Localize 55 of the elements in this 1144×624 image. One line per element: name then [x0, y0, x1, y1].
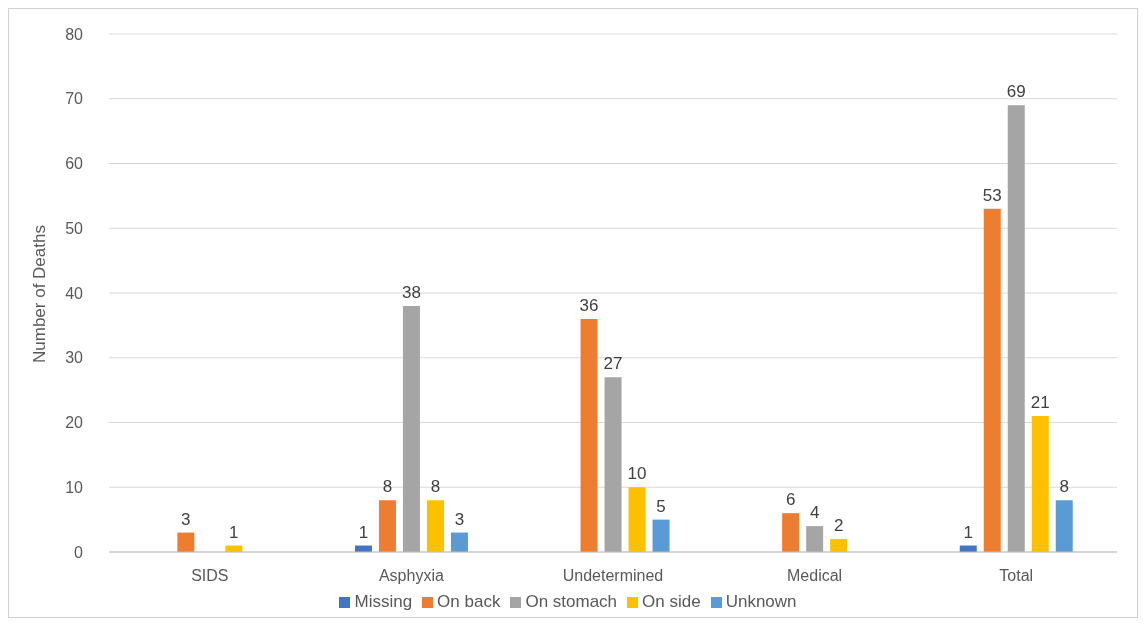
legend-label: On side	[642, 592, 701, 611]
x-tick-label: SIDS	[191, 567, 229, 585]
x-tick-label: Medical	[787, 567, 843, 585]
y-tick-label: 50	[65, 219, 84, 237]
data-label: 1	[229, 522, 239, 542]
data-label: 3	[454, 509, 465, 529]
y-tick-label: 40	[65, 284, 84, 302]
data-label: 5	[656, 496, 666, 516]
bar	[580, 318, 598, 552]
bar	[782, 513, 800, 552]
data-label: 1	[358, 522, 369, 542]
data-label: 69	[1006, 82, 1026, 102]
legend-label: Unknown	[725, 592, 797, 611]
y-axis-title: Number of Deaths	[30, 225, 50, 363]
data-label: 21	[1030, 393, 1050, 413]
bar	[1031, 416, 1049, 552]
y-tick-label: 30	[65, 349, 84, 367]
bar	[983, 208, 1001, 552]
bar	[806, 526, 824, 552]
y-tick-label: 80	[65, 25, 84, 43]
x-tick-label: Total	[999, 567, 1034, 585]
data-label: 8	[430, 477, 441, 497]
legend-label: Missing	[354, 592, 413, 611]
legend-label: On stomach	[525, 592, 618, 611]
bar	[830, 539, 848, 552]
data-label: 8	[382, 477, 393, 497]
data-label: 53	[982, 185, 1002, 205]
data-label: 27	[603, 354, 623, 374]
data-label: 36	[579, 295, 599, 315]
bar	[1055, 500, 1073, 552]
data-label: 4	[809, 503, 820, 523]
bar	[450, 532, 468, 552]
bar	[1007, 105, 1025, 552]
data-label: 10	[627, 464, 647, 484]
bar	[402, 305, 420, 552]
y-tick-label: 60	[65, 155, 84, 173]
data-label: 38	[401, 282, 421, 302]
bar	[604, 377, 622, 552]
data-label: 3	[181, 509, 191, 529]
data-label: 8	[1059, 477, 1069, 497]
x-tick-label: Undetermined	[562, 567, 664, 585]
y-tick-label: 70	[65, 90, 84, 108]
y-tick-label: 20	[65, 414, 84, 432]
data-label: 1	[963, 522, 973, 542]
legend-label: On back	[437, 592, 501, 611]
x-tick-label: Asphyxia	[378, 567, 444, 585]
bar	[177, 532, 195, 552]
data-label: 6	[785, 490, 796, 510]
bar	[628, 487, 646, 552]
data-label: 2	[833, 516, 844, 536]
bar	[378, 500, 396, 552]
y-tick-label: 0	[74, 543, 84, 561]
bar	[652, 519, 670, 552]
y-tick-label: 10	[65, 478, 84, 496]
bar	[426, 500, 444, 552]
